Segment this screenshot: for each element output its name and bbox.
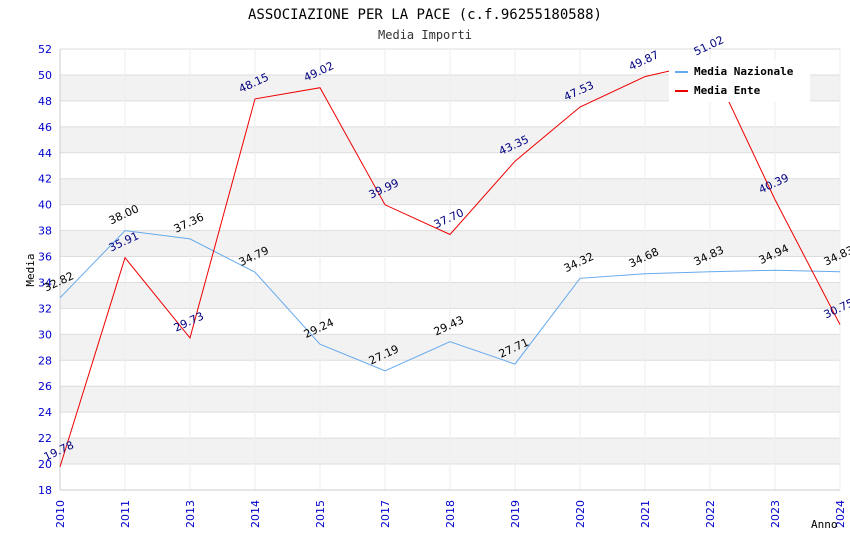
- x-tick-label: 2017: [379, 500, 392, 528]
- x-tick-labels: 2010 2011 2013 2014 2015 2017 2018 2019 2020 2021…: [54, 500, 847, 528]
- x-tick-label: 2015: [314, 500, 327, 528]
- y-tick-label: 50: [38, 69, 52, 82]
- x-tick-label: 2018: [444, 500, 457, 528]
- data-label: 38.00: [107, 202, 141, 227]
- axes: [59, 49, 840, 491]
- x-tick-label: 2010: [54, 500, 67, 528]
- y-tick-label: 38: [38, 225, 52, 238]
- legend: Media Nazionale Media Ente: [669, 60, 810, 102]
- y-tick-label: 26: [38, 380, 52, 393]
- x-tick-label: 2019: [509, 500, 522, 528]
- y-tick-label: 44: [38, 147, 52, 160]
- y-tick-label: 32: [38, 302, 52, 315]
- x-tick-label: 2011: [119, 500, 132, 528]
- y-tick-label: 30: [38, 328, 52, 341]
- y-tick-label: 36: [38, 251, 52, 264]
- y-tick-label: 52: [38, 43, 52, 56]
- legend-label: Media Ente: [694, 84, 761, 97]
- y-tick-label: 48: [38, 95, 52, 108]
- chart-subtitle: Media Importi: [378, 28, 472, 42]
- x-tick-label: 2021: [639, 500, 652, 528]
- y-tick-label: 20: [38, 458, 52, 471]
- x-tick-label: 2022: [704, 500, 717, 528]
- y-tick-labels: 18 20 22 24 26 28 30 32 34 36 38 40 42 44 46 48 50 52: [38, 43, 52, 497]
- y-tick-label: 22: [38, 432, 52, 445]
- x-tick-label: 2014: [249, 500, 262, 528]
- y-axis-label: Media: [24, 253, 37, 286]
- x-tick-label: 2013: [184, 500, 197, 528]
- y-tick-label: 34: [38, 276, 52, 289]
- legend-box: [669, 60, 810, 102]
- chart-title: ASSOCIAZIONE PER LA PACE (c.f.9625518058…: [248, 7, 602, 23]
- legend-label: Media Nazionale: [694, 65, 794, 78]
- series-line-media-nazionale: [59, 230, 841, 372]
- x-tick-label: 2020: [574, 500, 587, 528]
- y-tick-label: 28: [38, 354, 52, 367]
- data-label: 49.87: [627, 48, 661, 73]
- x-axis-label: Anno: [811, 518, 838, 531]
- x-tick-label: 2023: [769, 500, 782, 528]
- data-label: 37.70: [432, 206, 466, 231]
- grid-lines: [59, 48, 841, 491]
- x-tick-label: 2024: [834, 500, 847, 528]
- y-tick-label: 42: [38, 173, 52, 186]
- y-tick-label: 40: [38, 199, 52, 212]
- y-tick-label: 18: [38, 484, 52, 497]
- y-tick-label: 24: [38, 406, 52, 419]
- data-label: 51.02: [692, 33, 726, 58]
- data-label: 29.73: [172, 309, 206, 334]
- y-tick-label: 46: [38, 121, 52, 134]
